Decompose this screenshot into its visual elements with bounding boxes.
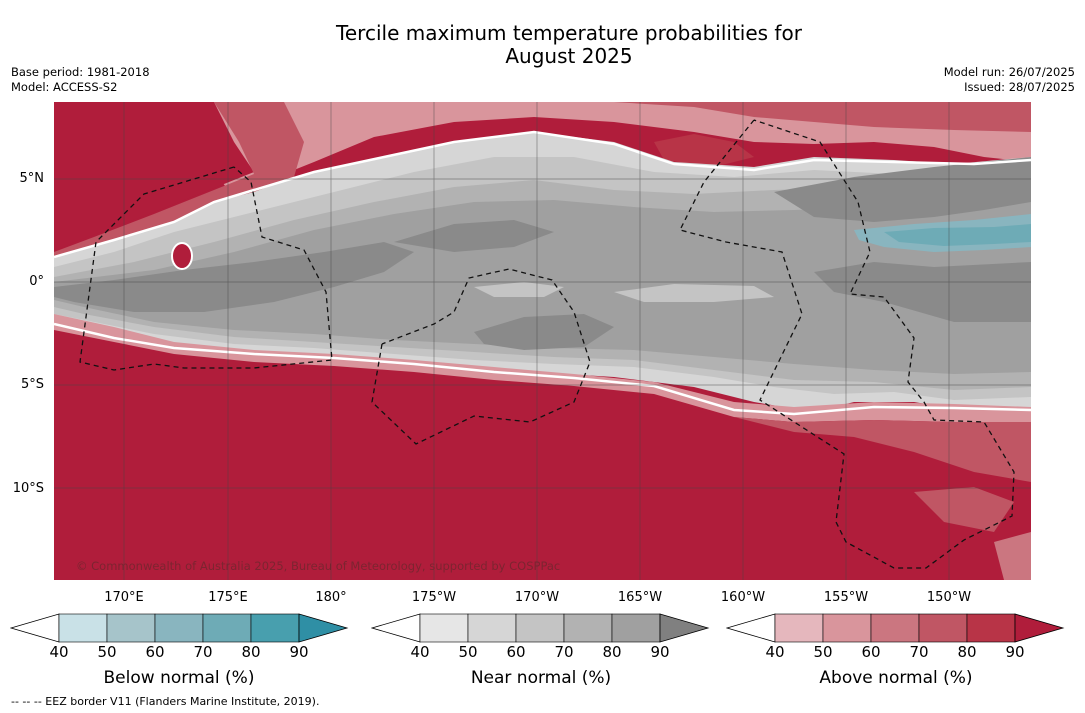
lon-label-160w: 160°W	[720, 590, 766, 605]
near-tick-60: 60	[506, 643, 526, 661]
lat-label-5n: 5°N	[19, 171, 45, 186]
colorbar-segment	[918, 613, 968, 643]
lon-label-170e: 170°E	[104, 590, 144, 605]
above-tick-60: 60	[861, 643, 881, 661]
colorbar-high-extension	[659, 613, 710, 643]
island-spot	[171, 242, 193, 270]
colorbar-segment	[774, 613, 824, 643]
above-tick-80: 80	[957, 643, 977, 661]
above-tick-40: 40	[765, 643, 785, 661]
north-above-light	[214, 102, 1031, 197]
model-name: Model: ACCESS-S2	[11, 80, 118, 94]
lat-label-0: 0°	[29, 274, 44, 289]
colorbar-segment	[58, 613, 108, 643]
eez-footnote: -- -- -- EEZ border V11 (Flanders Marine…	[11, 695, 320, 708]
below-tick-60: 60	[145, 643, 165, 661]
south-transition-light	[54, 314, 1031, 422]
north-above-mid	[614, 102, 1031, 132]
north-boundary-line	[54, 130, 1031, 259]
above-normal-title: Above normal (%)	[819, 668, 973, 688]
colorbar-segment	[106, 613, 156, 643]
probability-map: © Commonwealth of Australia 2025, Bureau…	[54, 102, 1031, 580]
near-light-patch-2	[474, 282, 564, 297]
map-svg: © Commonwealth of Australia 2025, Bureau…	[54, 102, 1031, 580]
base-period: Base period: 1981-2018	[11, 65, 150, 79]
north-above-dark	[654, 134, 754, 167]
below-tick-70: 70	[193, 643, 213, 661]
colorbar-segment	[563, 613, 613, 643]
colorbar-below	[10, 613, 349, 643]
model-run: Model run: 26/07/2025	[943, 65, 1075, 79]
colorbar-segment	[870, 613, 920, 643]
near-tick-40: 40	[410, 643, 430, 661]
lon-label-180: 180°	[315, 590, 347, 605]
near-90-south-core	[474, 314, 614, 350]
lon-label-170w: 170°W	[514, 590, 560, 605]
near-90-east-core	[774, 157, 1031, 222]
near-light-patch	[614, 284, 774, 302]
lat-label-5s: 5°S	[20, 377, 44, 392]
lon-label-175e: 175°E	[208, 590, 248, 605]
near-tick-80: 80	[602, 643, 622, 661]
colorbar-segment	[515, 613, 565, 643]
below-normal-core	[884, 224, 1031, 246]
below-normal-title: Below normal (%)	[103, 668, 255, 688]
gridlines	[54, 102, 1031, 580]
eez-borders	[79, 119, 1015, 569]
colorbar-segment	[154, 613, 204, 643]
below-tick-90: 90	[289, 643, 309, 661]
title-line-2: August 2025	[505, 44, 633, 68]
colorbar-segment	[202, 613, 252, 643]
near-tick-70: 70	[554, 643, 574, 661]
colorbar-high-extension	[1014, 613, 1065, 643]
nw-above-edge	[54, 102, 304, 257]
lat-label-10s: 10°S	[12, 481, 44, 496]
lon-label-165w: 165°W	[617, 590, 663, 605]
near-normal-title: Near normal (%)	[470, 668, 612, 688]
colorbar-low-extension	[726, 613, 776, 643]
colorbar-segment	[966, 613, 1016, 643]
title-line-1: Tercile maximum temperature probabilitie…	[336, 21, 802, 45]
southeast-patch	[914, 487, 1014, 532]
colorbar-near	[371, 613, 710, 643]
colorbar-segment	[419, 613, 469, 643]
south-transition-mid	[734, 417, 1031, 482]
southeast-patch-2	[994, 532, 1031, 580]
near-tick-90: 90	[650, 643, 670, 661]
colorbar-high-extension	[298, 613, 349, 643]
colorbar-segment	[250, 613, 300, 643]
lon-label-150w: 150°W	[926, 590, 972, 605]
colorbar-segment	[611, 613, 661, 643]
near-tick-50: 50	[458, 643, 478, 661]
meta-right: Model run: 26/07/2025 Issued: 28/07/2025	[944, 65, 1075, 95]
below-tick-40: 40	[49, 643, 69, 661]
near-90-west-core	[54, 242, 414, 312]
lon-label-175w: 175°W	[411, 590, 457, 605]
colorbar-low-extension	[10, 613, 60, 643]
colorbar-segment	[467, 613, 517, 643]
nw-above-region	[54, 102, 254, 252]
above-tick-50: 50	[813, 643, 833, 661]
colorbar-low-extension	[371, 613, 421, 643]
lon-label-155w: 155°W	[823, 590, 869, 605]
meta-left: Base period: 1981-2018 Model: ACCESS-S2	[11, 65, 150, 95]
colorbar-above	[726, 613, 1065, 643]
above-tick-90: 90	[1005, 643, 1025, 661]
near-90-east-core-2	[814, 262, 1031, 322]
south-boundary-line	[54, 322, 1031, 416]
copyright-watermark: © Commonwealth of Australia 2025, Bureau…	[76, 559, 560, 573]
colorbar-segment	[822, 613, 872, 643]
issued-date: Issued: 28/07/2025	[964, 80, 1075, 94]
below-tick-80: 80	[241, 643, 261, 661]
above-tick-70: 70	[909, 643, 929, 661]
below-tick-50: 50	[97, 643, 117, 661]
map-title: Tercile maximum temperature probabilitie…	[0, 22, 1085, 68]
